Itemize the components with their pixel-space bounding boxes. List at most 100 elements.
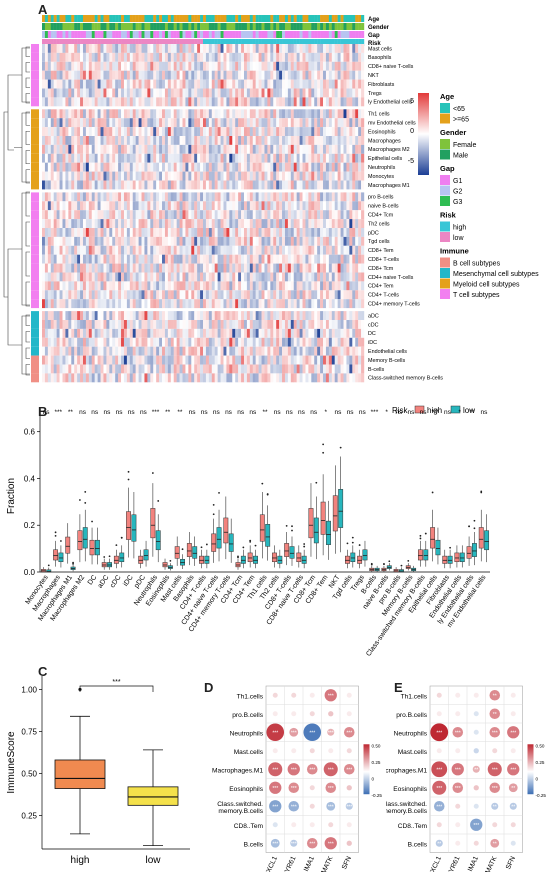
gap-track-cell [156, 31, 160, 38]
age-track-cell [252, 15, 256, 22]
heatmap-cell [147, 328, 151, 338]
immune-group-cell [31, 162, 39, 172]
heatmap-cell [91, 162, 95, 172]
heatmap-cell [203, 228, 207, 237]
heatmap-cell [290, 364, 294, 374]
heatmap-cell [214, 180, 218, 190]
heatmap-cell [220, 162, 224, 172]
heatmap-cell [85, 281, 90, 291]
immune-group-cell [31, 127, 39, 136]
heatmap-cell [282, 153, 286, 163]
risk-track-cell [320, 39, 324, 46]
heatmap-cell [252, 79, 256, 89]
heatmap-cell [188, 79, 192, 89]
heatmap-cell [208, 44, 212, 53]
heatmap-cell [287, 263, 292, 273]
heatmap-cell [361, 328, 365, 338]
heatmap-cell [56, 127, 60, 136]
immune-group-cell [31, 219, 39, 228]
age-track-cell [200, 15, 204, 22]
heatmap-cell [337, 245, 341, 255]
age-track-cell [97, 15, 101, 22]
box-high [296, 552, 302, 563]
heatmap-cell [243, 180, 248, 190]
heatmap-cell [109, 201, 113, 211]
heatmap-cell [47, 88, 51, 98]
heatmap-cell [156, 236, 160, 246]
heatmap-cell [337, 127, 341, 136]
heatmap-cell [325, 290, 330, 300]
heatmap-cell [100, 272, 104, 282]
gender-track-cell [331, 23, 335, 30]
heatmap-cell [141, 355, 145, 365]
heatmap-cell [305, 97, 309, 107]
gender-track-cell [144, 23, 148, 30]
heatmap-cell [314, 320, 318, 329]
heatmap-cell [194, 364, 198, 374]
heatmap-cell [343, 346, 347, 356]
heatmap-cell [185, 97, 189, 107]
heatmap-cell [173, 88, 177, 98]
heatmap-row-label: naive B-cells [368, 204, 399, 210]
heatmap-cell [153, 97, 157, 107]
heatmap-cell [100, 97, 104, 107]
heatmap-cell [302, 52, 306, 62]
heatmap-cell [106, 320, 110, 329]
heatmap-cell [208, 281, 212, 291]
heatmap-cell [290, 337, 294, 347]
heatmap-cell [252, 337, 256, 347]
heatmap-cell [211, 311, 215, 320]
heatmap-cell [264, 272, 268, 282]
heatmap-cell [150, 44, 154, 53]
heatmap-cell [68, 228, 72, 237]
heatmap-cell [355, 320, 359, 329]
heatmap-cell [328, 162, 332, 172]
heatmap-cell [361, 364, 365, 374]
heatmap-cell [80, 127, 84, 136]
heatmap-cell [258, 127, 262, 136]
heatmap-cell [150, 364, 154, 374]
heatmap-cell [270, 52, 274, 62]
heatmap-cell [217, 219, 221, 228]
heatmap-cell [65, 144, 69, 154]
heatmap-cell [217, 192, 221, 202]
heatmap-cell [82, 136, 87, 145]
heatmap-cell [334, 127, 338, 136]
risk-track-cell [296, 39, 300, 46]
heatmap-cell [220, 153, 224, 163]
heatmap-cell [270, 355, 274, 365]
risk-track-cell [150, 39, 154, 46]
heatmap-cell [141, 144, 145, 154]
heatmap-cell [141, 254, 145, 264]
heatmap-cell [308, 192, 312, 202]
heatmap-cell [164, 299, 169, 309]
heatmap-cell [97, 88, 101, 98]
heatmap-cell [220, 263, 224, 273]
heatmap-cell [97, 290, 101, 300]
heatmap-cell [62, 162, 66, 172]
heatmap-cell [203, 136, 207, 145]
heatmap-cell [249, 127, 253, 136]
heatmap-cell [59, 109, 63, 119]
heatmap-cell [156, 281, 160, 291]
heatmap-cell [252, 299, 256, 309]
age-track-cell [296, 15, 300, 22]
heatmap-cell [317, 136, 321, 145]
heatmap-cell [176, 180, 180, 190]
heatmap-cell [156, 328, 160, 338]
heatmap-cell [103, 245, 107, 255]
box-low [362, 549, 368, 561]
heatmap-cell [311, 337, 315, 347]
heatmap-cell [258, 118, 262, 128]
heatmap-cell [355, 201, 359, 211]
heatmap-cell [147, 61, 151, 71]
risk-track-cell [331, 39, 335, 46]
heatmap-cell [358, 346, 362, 356]
heatmap-cell [243, 171, 248, 181]
heatmap-cell [243, 245, 248, 255]
heatmap-cell [132, 281, 136, 291]
heatmap-cell [100, 192, 104, 202]
heatmap-cell [238, 109, 242, 119]
heatmap-cell [223, 219, 227, 228]
heatmap-cell [44, 236, 49, 246]
